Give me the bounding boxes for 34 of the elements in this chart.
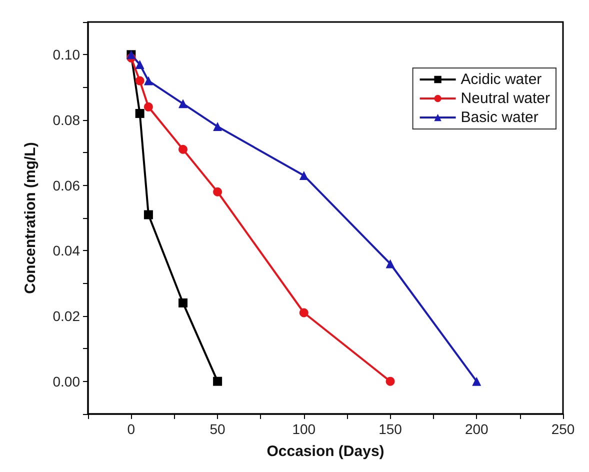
legend-label: Basic water [460, 109, 538, 126]
y-axis-title: Concentration (mg/L) [22, 142, 39, 294]
x-axis-title: Occasion (Days) [266, 443, 384, 460]
y-tick-label: 0.06 [52, 177, 80, 194]
point [299, 171, 308, 180]
legend-label: Neutral water [460, 90, 550, 107]
legend-label: Acidic water [460, 71, 542, 88]
x-tick-label: 250 [551, 421, 575, 437]
x-tick-label: 50 [210, 421, 226, 437]
x-tick-label: 150 [378, 421, 402, 437]
y-tick-label: 0.00 [52, 373, 80, 390]
point [299, 308, 308, 318]
point [213, 376, 222, 386]
y-tick-label: 0.08 [52, 112, 80, 128]
point [144, 76, 153, 86]
point [144, 210, 153, 220]
point [178, 144, 188, 154]
point [386, 376, 395, 386]
point [178, 99, 188, 108]
point [386, 259, 395, 268]
point [135, 76, 144, 86]
point [472, 376, 482, 386]
y-tick-label: 0.10 [52, 46, 80, 63]
x-tick-label: 100 [292, 421, 316, 437]
point [135, 108, 144, 118]
x-tick-label: 0 [127, 421, 136, 437]
point [135, 60, 144, 69]
y-tick-label: 0.02 [52, 308, 80, 324]
y-tick-label: 0.04 [52, 242, 80, 259]
x-tick-label: 200 [464, 421, 489, 437]
point [213, 187, 222, 196]
point [213, 122, 222, 132]
point [144, 102, 153, 112]
point [178, 298, 188, 308]
